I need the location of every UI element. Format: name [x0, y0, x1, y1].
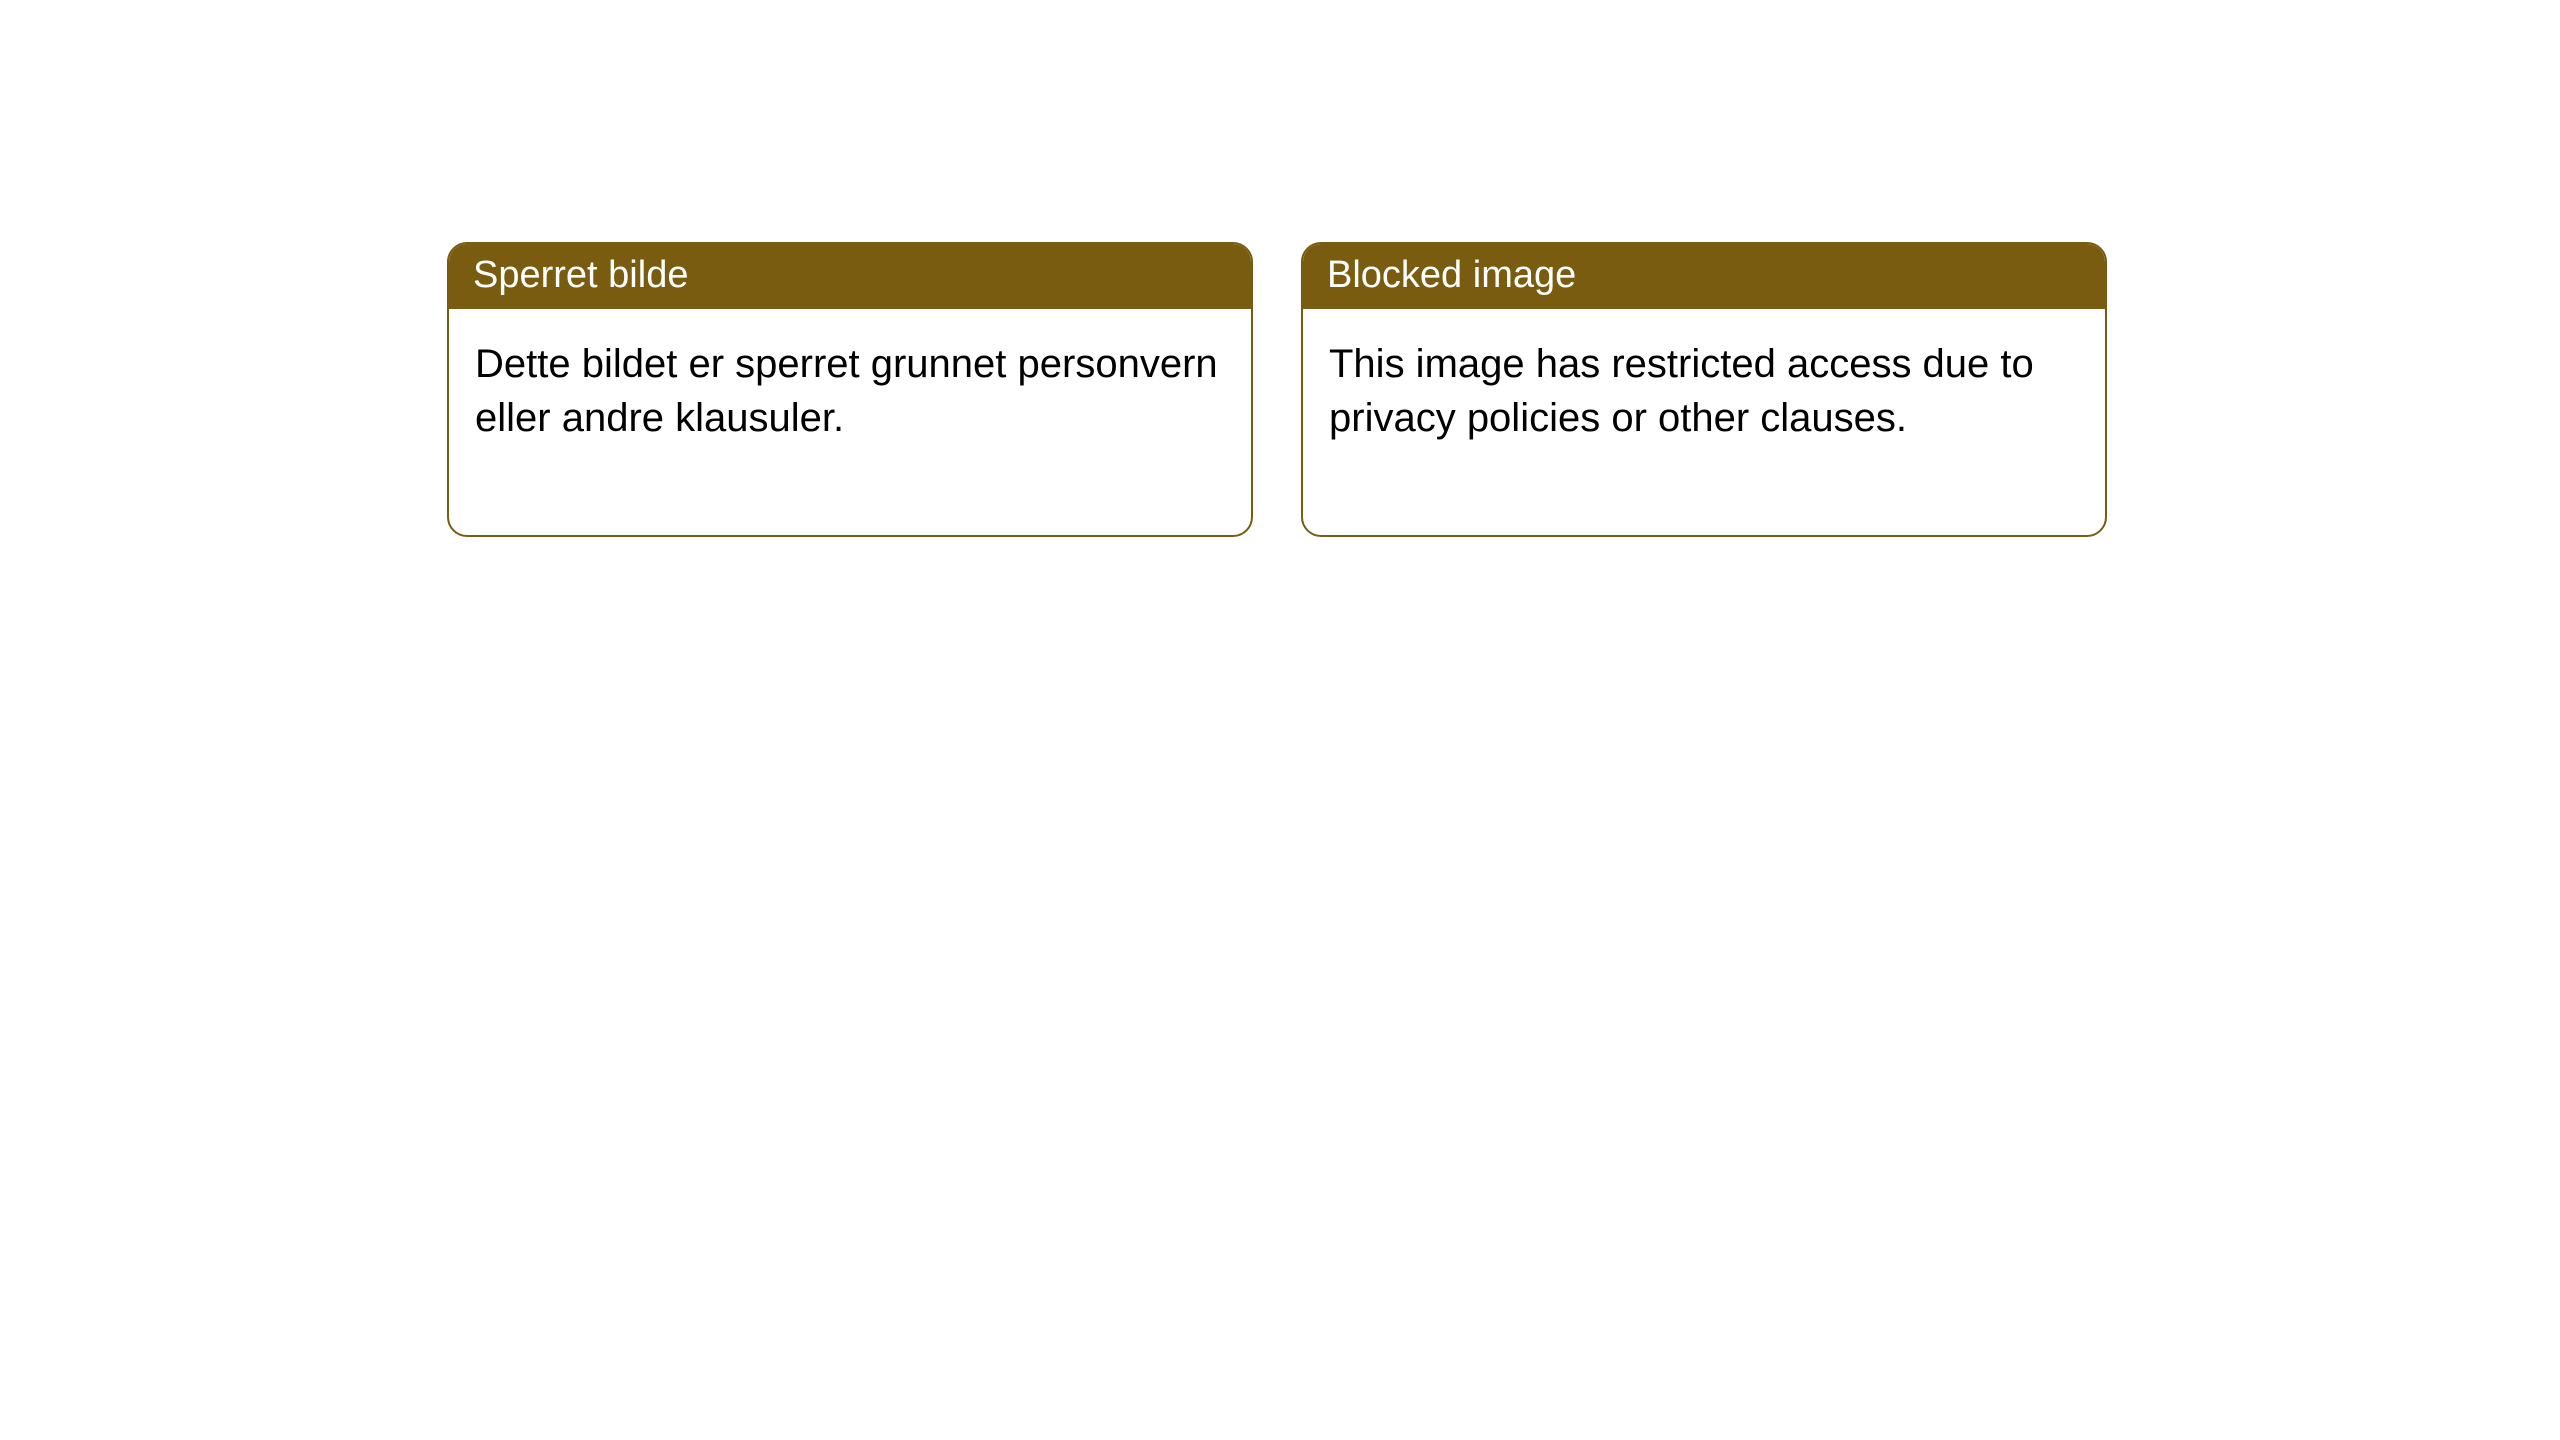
notice-card-body: Dette bildet er sperret grunnet personve… — [449, 309, 1251, 535]
notice-container: Sperret bilde Dette bildet er sperret gr… — [447, 242, 2107, 537]
notice-card-no: Sperret bilde Dette bildet er sperret gr… — [447, 242, 1253, 537]
notice-card-en: Blocked image This image has restricted … — [1301, 242, 2107, 537]
notice-card-title: Blocked image — [1303, 244, 2105, 309]
notice-card-body: This image has restricted access due to … — [1303, 309, 2105, 535]
notice-card-title: Sperret bilde — [449, 244, 1251, 309]
